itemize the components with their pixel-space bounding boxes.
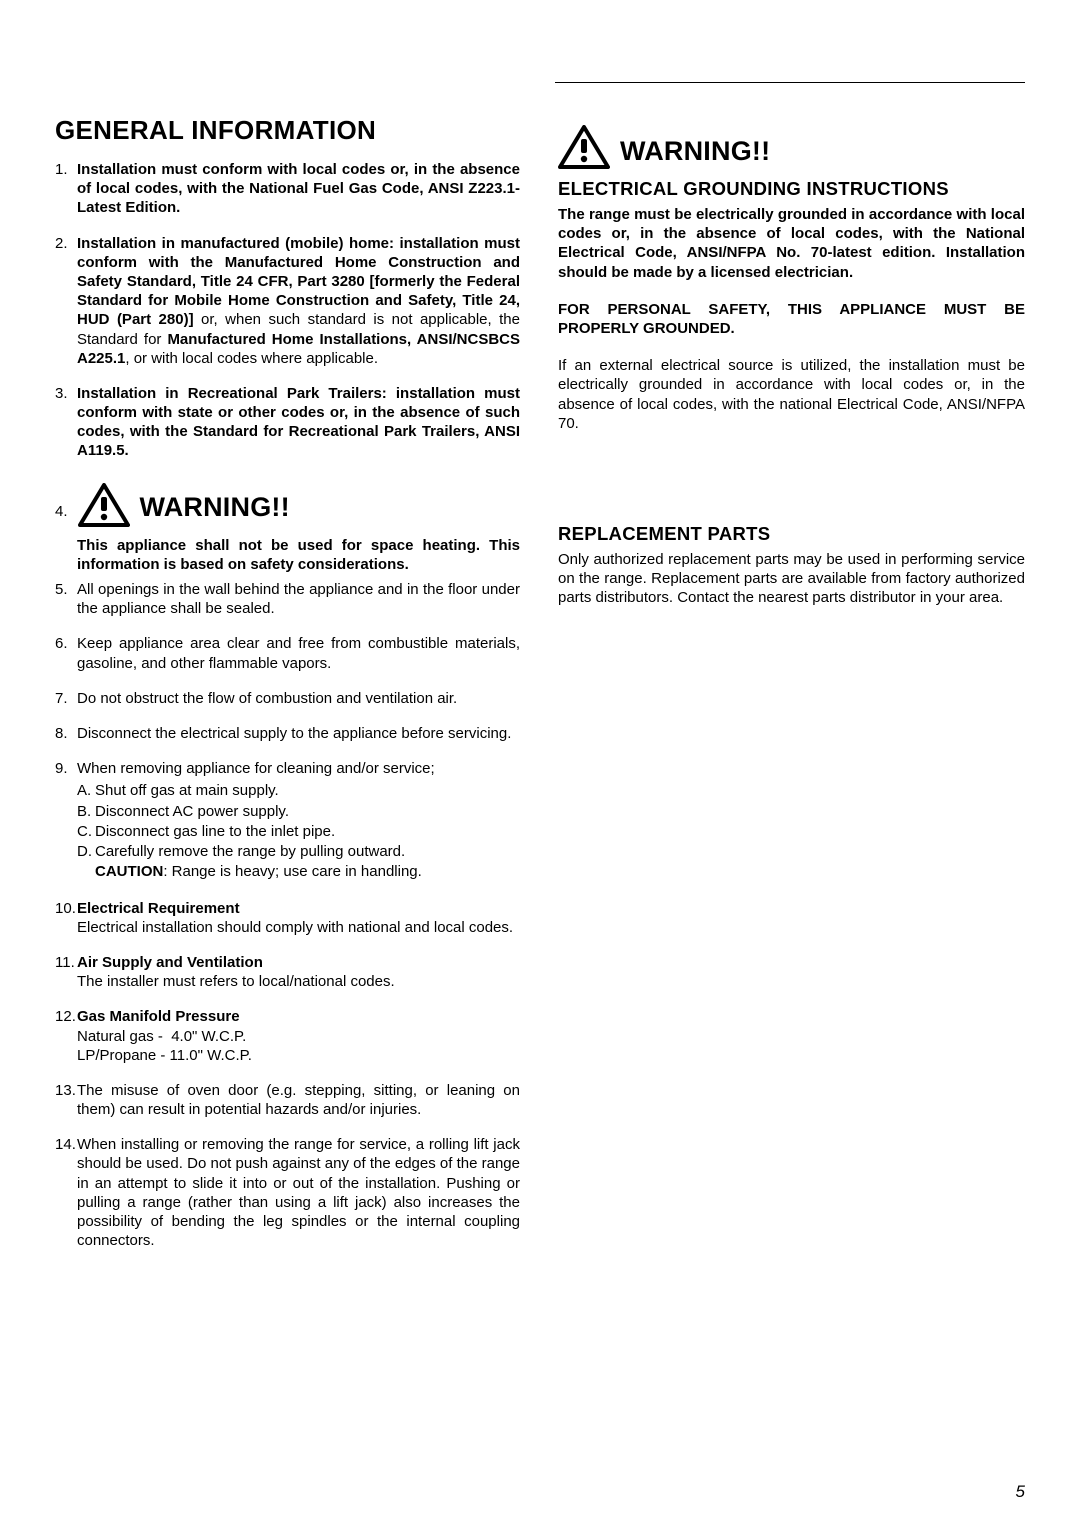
page-number: 5 xyxy=(1016,1482,1025,1502)
sublist: A.Shut off gas at main supply.B.Disconne… xyxy=(77,781,520,882)
list-item: Air Supply and VentilationThe installer … xyxy=(55,953,520,991)
warning-label: WARNING!! xyxy=(140,490,290,525)
list-item: Keep appliance area clear and free from … xyxy=(55,634,520,672)
warning-icon xyxy=(78,483,130,528)
list-item: When removing appliance for cleaning and… xyxy=(55,759,520,882)
warning-body: This appliance shall not be used for spa… xyxy=(55,536,520,574)
parts-heading: REPLACEMENT PARTS xyxy=(558,523,1025,545)
sublist-item: B.Disconnect AC power supply. xyxy=(77,802,520,822)
sublist-item: D.Carefully remove the range by pulling … xyxy=(77,842,520,862)
list-item: When installing or removing the range fo… xyxy=(55,1135,520,1250)
grounding-p2: FOR PERSONAL SAFETY, THIS APPLIANCE MUST… xyxy=(558,300,1025,338)
sublist-item: C.Disconnect gas line to the inlet pipe. xyxy=(77,822,520,842)
list-item: 4. WARNING!! This appliance shall not be u… xyxy=(55,483,520,574)
warning-label: WARNING!! xyxy=(620,136,770,167)
warning-row: 4. WARNING!! xyxy=(55,483,520,528)
warning-icon xyxy=(558,125,610,170)
list-item: Installation in manufactured (mobile) ho… xyxy=(55,234,520,368)
list-item: Disconnect the electrical supply to the … xyxy=(55,724,520,743)
item-number: 4. xyxy=(55,502,68,521)
grounding-p1: The range must be electrically grounded … xyxy=(558,205,1025,282)
list-item: The misuse of oven door (e.g. stepping, … xyxy=(55,1081,520,1119)
sublist-item: A.Shut off gas at main supply. xyxy=(77,781,520,801)
grounding-p3: If an external electrical source is util… xyxy=(558,356,1025,433)
general-info-heading: GENERAL INFORMATION xyxy=(55,115,520,146)
left-column: GENERAL INFORMATION Installation must co… xyxy=(55,115,520,1266)
list-item: Do not obstruct the flow of combustion a… xyxy=(55,689,520,708)
top-divider xyxy=(555,82,1025,83)
warning-header: WARNING!! xyxy=(558,125,1025,170)
list-item: Gas Manifold PressureNatural gas - 4.0" … xyxy=(55,1007,520,1065)
list-item: All openings in the wall behind the appl… xyxy=(55,580,520,618)
general-info-list: Installation must conform with local cod… xyxy=(55,160,520,1250)
grounding-heading: ELECTRICAL GROUNDING INSTRUCTIONS xyxy=(558,178,1025,200)
sublist-item: CAUTION: Range is heavy; use care in han… xyxy=(77,862,520,882)
list-item: Installation must conform with local cod… xyxy=(55,160,520,218)
two-column-layout: GENERAL INFORMATION Installation must co… xyxy=(55,115,1025,1266)
list-item: Installation in Recreational Park Traile… xyxy=(55,384,520,461)
parts-p: Only authorized replacement parts may be… xyxy=(558,550,1025,608)
list-item: Electrical RequirementElectrical install… xyxy=(55,899,520,937)
right-column: WARNING!! ELECTRICAL GROUNDING INSTRUCTI… xyxy=(558,115,1025,1266)
